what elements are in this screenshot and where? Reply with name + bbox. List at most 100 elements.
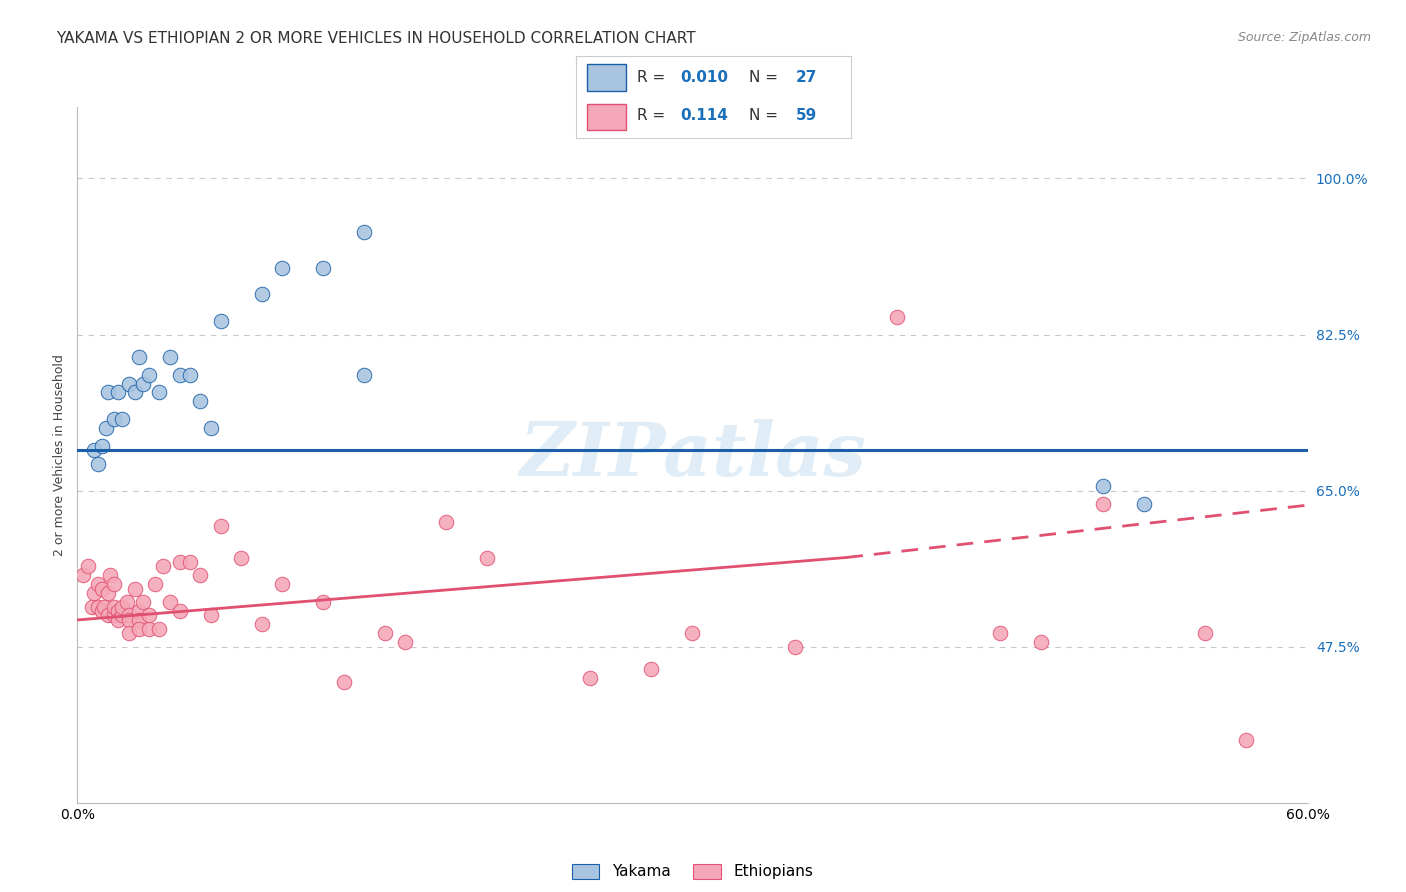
Y-axis label: 2 or more Vehicles in Household: 2 or more Vehicles in Household: [53, 354, 66, 556]
Point: [374, 626, 396, 640]
Text: N =: N =: [749, 70, 778, 85]
Point: [159, 595, 181, 609]
Point: [169, 368, 191, 382]
Point: [143, 577, 166, 591]
Point: [103, 599, 125, 614]
Point: [111, 599, 134, 614]
Point: [117, 613, 139, 627]
Point: [188, 568, 212, 582]
Text: 0.114: 0.114: [681, 108, 728, 123]
Point: [103, 412, 125, 426]
Point: [83, 586, 105, 600]
Point: [107, 613, 129, 627]
Point: [132, 376, 155, 391]
Text: 0.010: 0.010: [681, 70, 728, 85]
Point: [231, 550, 253, 565]
Text: N =: N =: [749, 108, 778, 123]
Point: [640, 662, 662, 676]
Point: [138, 608, 160, 623]
Point: [333, 675, 356, 690]
Point: [87, 577, 110, 591]
Point: [128, 622, 150, 636]
Point: [80, 599, 103, 614]
Point: [1132, 497, 1154, 511]
Point: [93, 599, 115, 614]
Point: [1091, 497, 1114, 511]
Point: [97, 586, 120, 600]
Point: [132, 595, 155, 609]
Point: [76, 559, 98, 574]
Point: [117, 626, 139, 640]
Point: [90, 582, 114, 596]
Point: [250, 287, 273, 301]
Point: [103, 577, 125, 591]
Point: [72, 568, 94, 582]
Point: [128, 613, 150, 627]
FancyBboxPatch shape: [588, 103, 626, 130]
Point: [209, 519, 232, 533]
Point: [436, 515, 458, 529]
Point: [128, 604, 150, 618]
Point: [682, 626, 704, 640]
Point: [179, 368, 201, 382]
Point: [107, 385, 129, 400]
Point: [169, 604, 191, 618]
Point: [138, 622, 160, 636]
Point: [111, 608, 134, 623]
Text: Source: ZipAtlas.com: Source: ZipAtlas.com: [1237, 31, 1371, 45]
Text: R =: R =: [637, 108, 665, 123]
Point: [115, 595, 138, 609]
Point: [124, 582, 146, 596]
Point: [107, 604, 129, 618]
Point: [103, 608, 125, 623]
Point: [97, 385, 120, 400]
Point: [83, 443, 105, 458]
Point: [124, 385, 146, 400]
FancyBboxPatch shape: [588, 64, 626, 91]
Text: 59: 59: [796, 108, 817, 123]
Point: [1194, 626, 1216, 640]
Point: [783, 640, 806, 654]
Point: [353, 368, 375, 382]
Point: [128, 350, 150, 364]
Point: [271, 577, 294, 591]
Point: [179, 555, 201, 569]
Point: [138, 368, 160, 382]
Point: [169, 555, 191, 569]
Point: [312, 595, 335, 609]
Text: 27: 27: [796, 70, 817, 85]
Point: [117, 376, 139, 391]
Point: [1234, 733, 1257, 747]
Point: [477, 550, 499, 565]
Point: [579, 671, 602, 685]
Point: [250, 617, 273, 632]
Point: [988, 626, 1011, 640]
Point: [87, 457, 110, 471]
Point: [886, 310, 908, 324]
Point: [353, 225, 375, 239]
Point: [117, 608, 139, 623]
Point: [209, 314, 232, 328]
Point: [312, 260, 335, 275]
Point: [90, 604, 114, 618]
Point: [271, 260, 294, 275]
Point: [152, 559, 174, 574]
Point: [159, 350, 181, 364]
Text: R =: R =: [637, 70, 665, 85]
Point: [1091, 479, 1114, 493]
Point: [394, 635, 416, 649]
Legend: Yakama, Ethiopians: Yakama, Ethiopians: [565, 857, 820, 886]
Point: [1029, 635, 1052, 649]
Point: [111, 412, 134, 426]
Point: [188, 394, 212, 409]
Text: YAKAMA VS ETHIOPIAN 2 OR MORE VEHICLES IN HOUSEHOLD CORRELATION CHART: YAKAMA VS ETHIOPIAN 2 OR MORE VEHICLES I…: [56, 31, 696, 46]
Point: [87, 599, 110, 614]
Text: ZIPatlas: ZIPatlas: [519, 418, 866, 491]
Point: [98, 568, 121, 582]
Point: [94, 421, 117, 435]
Point: [90, 439, 114, 453]
Point: [97, 608, 120, 623]
Point: [200, 421, 222, 435]
Point: [148, 385, 170, 400]
Point: [200, 608, 222, 623]
